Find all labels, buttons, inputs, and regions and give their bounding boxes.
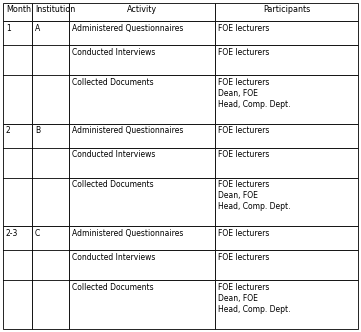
Bar: [69, 75, 215, 124]
Text: FOE lecturers: FOE lecturers: [218, 150, 269, 159]
Text: 1: 1: [6, 24, 11, 33]
Text: Conducted Interviews: Conducted Interviews: [73, 150, 156, 159]
Text: Collected Documents: Collected Documents: [73, 180, 154, 189]
Text: Month: Month: [6, 6, 31, 15]
Bar: [69, 45, 215, 75]
Text: Administered Questionnaires: Administered Questionnaires: [73, 24, 184, 33]
Bar: [215, 3, 358, 22]
Bar: [215, 226, 358, 250]
Bar: [215, 124, 358, 147]
Text: Conducted Interviews: Conducted Interviews: [73, 47, 156, 56]
Bar: [3, 226, 32, 329]
Text: FOE lecturers: FOE lecturers: [218, 253, 269, 262]
Text: Institution: Institution: [35, 6, 75, 15]
Bar: [215, 250, 358, 280]
Bar: [69, 124, 215, 147]
Text: 2-3: 2-3: [6, 229, 18, 238]
Bar: [215, 75, 358, 124]
Bar: [3, 22, 32, 124]
Text: Administered Questionnaires: Administered Questionnaires: [73, 126, 184, 135]
Text: FOE lecturers: FOE lecturers: [218, 229, 269, 238]
Bar: [3, 3, 32, 22]
Text: Administered Questionnaires: Administered Questionnaires: [73, 229, 184, 238]
Bar: [32, 124, 69, 226]
Bar: [32, 226, 69, 329]
Bar: [32, 3, 69, 22]
Text: Conducted Interviews: Conducted Interviews: [73, 253, 156, 262]
Text: FOE lecturers
Dean, FOE
Head, Comp. Dept.: FOE lecturers Dean, FOE Head, Comp. Dept…: [218, 78, 291, 109]
Text: A: A: [35, 24, 40, 33]
Bar: [69, 280, 215, 329]
Bar: [69, 178, 215, 226]
Bar: [69, 3, 215, 22]
Text: FOE lecturers: FOE lecturers: [218, 47, 269, 56]
Text: FOE lecturers
Dean, FOE
Head, Comp. Dept.: FOE lecturers Dean, FOE Head, Comp. Dept…: [218, 283, 291, 314]
Bar: [215, 45, 358, 75]
Bar: [215, 280, 358, 329]
Text: Collected Documents: Collected Documents: [73, 78, 154, 87]
Bar: [215, 147, 358, 178]
Bar: [215, 22, 358, 45]
Text: FOE lecturers: FOE lecturers: [218, 126, 269, 135]
Bar: [69, 22, 215, 45]
Bar: [3, 124, 32, 226]
Bar: [69, 226, 215, 250]
Text: FOE lecturers: FOE lecturers: [218, 24, 269, 33]
Bar: [69, 147, 215, 178]
Text: 2: 2: [6, 126, 11, 135]
Text: C: C: [35, 229, 40, 238]
Bar: [69, 250, 215, 280]
Bar: [215, 178, 358, 226]
Text: Activity: Activity: [127, 6, 157, 15]
Text: Participants: Participants: [263, 6, 310, 15]
Text: Collected Documents: Collected Documents: [73, 283, 154, 292]
Text: B: B: [35, 126, 40, 135]
Text: FOE lecturers
Dean, FOE
Head, Comp. Dept.: FOE lecturers Dean, FOE Head, Comp. Dept…: [218, 180, 291, 211]
Bar: [32, 22, 69, 124]
